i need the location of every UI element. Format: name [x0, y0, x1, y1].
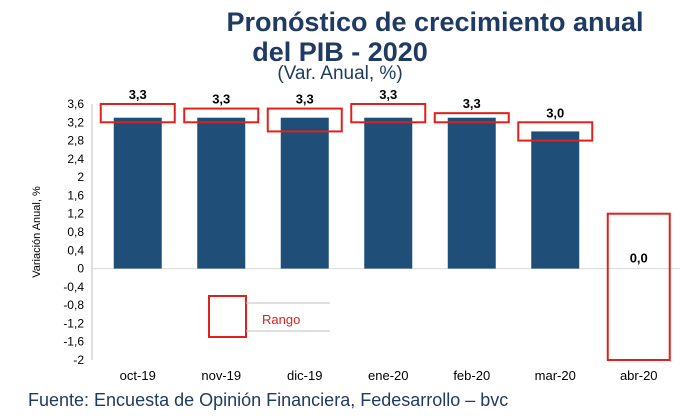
data-label: 0,0 — [630, 251, 648, 266]
data-label: 3,3 — [129, 87, 147, 102]
x-tick-label: dic-19 — [287, 368, 322, 383]
data-label: 3,0 — [546, 105, 564, 120]
x-tick-label: oct-19 — [120, 368, 156, 383]
range-legend-label: Rango — [262, 312, 300, 327]
bar — [280, 117, 329, 269]
range-box — [266, 107, 343, 133]
y-tick-label: 1,6 — [67, 188, 84, 202]
range-box — [183, 107, 260, 124]
y-tick-label: 3,6 — [67, 97, 84, 111]
y-tick-label: 0,4 — [67, 243, 84, 257]
y-tick-label: -1,2 — [63, 316, 84, 330]
range-box — [99, 103, 176, 124]
y-tick-label: -0,4 — [63, 280, 84, 294]
y-tick-label: 0,8 — [67, 225, 84, 239]
bar — [364, 117, 413, 269]
y-tick-label: -2 — [73, 353, 84, 367]
y-tick-label: -0,8 — [63, 298, 84, 312]
data-label: 3,3 — [379, 87, 397, 102]
y-tick-label: -1,6 — [63, 335, 84, 349]
y-tick-label: 3,2 — [67, 115, 84, 129]
data-label: 3,3 — [212, 92, 230, 107]
y-axis-title: Variación Anual, % — [31, 186, 43, 278]
bar — [113, 117, 162, 269]
x-tick-label: abr-20 — [620, 368, 658, 383]
range-box — [433, 112, 510, 124]
y-tick-label: 2 — [77, 170, 84, 184]
range-box — [606, 212, 671, 361]
source-note: Fuente: Encuesta de Opinión Financiera, … — [28, 390, 509, 410]
bar — [197, 117, 246, 269]
data-label: 3,3 — [463, 96, 481, 111]
bar — [447, 117, 496, 269]
range-legend-box — [208, 295, 247, 338]
range-box — [350, 103, 427, 124]
bar — [531, 131, 580, 269]
chart-subtitle: (Var. Anual, %) — [277, 63, 403, 84]
x-tick-label: mar-20 — [535, 368, 576, 383]
x-tick-label: nov-19 — [201, 368, 241, 383]
chart-title-line2: del PIB - 2020 — [252, 37, 428, 67]
x-tick-label: feb-20 — [453, 368, 490, 383]
data-label: 3,3 — [296, 92, 314, 107]
x-tick-label: ene-20 — [368, 368, 408, 383]
y-tick-label: 0 — [77, 262, 84, 276]
y-tick-label: 2,4 — [67, 152, 84, 166]
chart-title-line1: Pronóstico de crecimiento anual — [226, 7, 644, 37]
y-tick-label: 2,8 — [67, 134, 84, 148]
y-tick-label: 1,2 — [67, 207, 84, 221]
range-box — [517, 121, 594, 142]
plot-area: 3,6 3,2 2,8 2,4 2 1,6 1,2 0,8 0,4 0 -0,4 -0,8 -1,2 -1… — [31, 87, 680, 383]
